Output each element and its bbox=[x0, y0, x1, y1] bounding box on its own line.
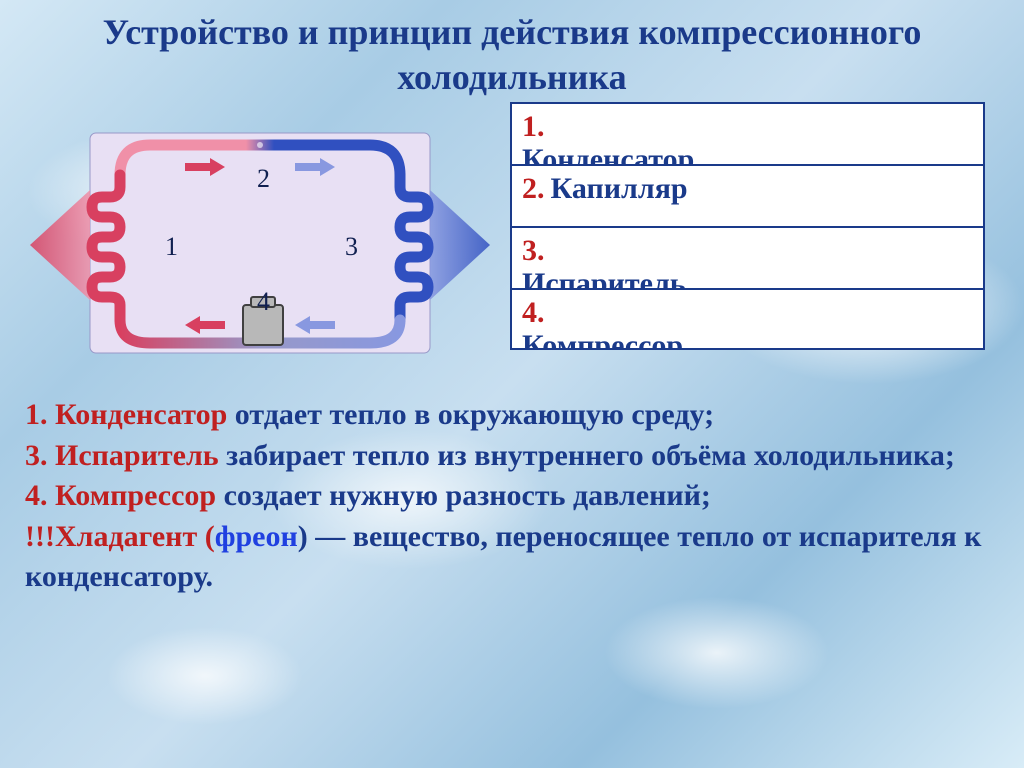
term-text: 4. Компрессор bbox=[25, 479, 216, 512]
plain-text: забирает тепло из внутреннего объёма хол… bbox=[219, 439, 955, 472]
diagram-svg: 1 2 3 4 bbox=[25, 115, 495, 375]
diagram-number-3: 3 bbox=[345, 232, 358, 261]
legend-label: Капилляр bbox=[551, 172, 688, 205]
term-text: 1. Конденсатор bbox=[25, 398, 227, 431]
heat-out-arrow bbox=[30, 190, 90, 300]
description-text: 1. Конденсатор отдает тепло в окружающую… bbox=[25, 395, 994, 598]
plain-text: создает нужную разность давлений; bbox=[216, 479, 711, 512]
plain-text: отдает тепло в окружающую среду; bbox=[227, 398, 714, 431]
body-line: 4. Компрессор создает нужную разность да… bbox=[25, 476, 994, 517]
refrigerator-diagram: 1 2 3 4 bbox=[25, 115, 495, 375]
legend-table: 1.Конденсатор2. Капилляр3.Испаритель4.Ко… bbox=[510, 102, 985, 350]
diagram-number-2: 2 bbox=[257, 164, 270, 193]
legend-row: 3.Испаритель bbox=[510, 226, 985, 288]
body-line: 1. Конденсатор отдает тепло в окружающую… bbox=[25, 395, 994, 436]
diagram-number-1: 1 bbox=[165, 232, 178, 261]
body-line: 3. Испаритель забирает тепло из внутренн… bbox=[25, 436, 994, 477]
term-text: 3. Испаритель bbox=[25, 439, 219, 472]
legend-row: 4.Компрессор bbox=[510, 288, 985, 350]
legend-label: Испаритель bbox=[522, 267, 686, 288]
legend-label: Конденсатор bbox=[522, 143, 694, 164]
legend-number: 3. bbox=[522, 234, 545, 267]
legend-row: 1.Конденсатор bbox=[510, 102, 985, 164]
diagram-number-4: 4 bbox=[257, 287, 270, 316]
legend-number: 4. bbox=[522, 296, 545, 329]
legend-number: 2. bbox=[522, 172, 545, 205]
term-text: !!!Хладагент ( bbox=[25, 520, 215, 553]
legend-label: Компрессор bbox=[522, 329, 683, 350]
page-title: Устройство и принцип действия компрессио… bbox=[0, 10, 1024, 100]
body-line: !!!Хладагент (фреон) — вещество, перенос… bbox=[25, 517, 994, 598]
legend-row: 2. Капилляр bbox=[510, 164, 985, 226]
link-text: фреон bbox=[215, 520, 298, 553]
legend-number: 1. bbox=[522, 110, 545, 143]
heat-in-arrow bbox=[430, 190, 490, 300]
